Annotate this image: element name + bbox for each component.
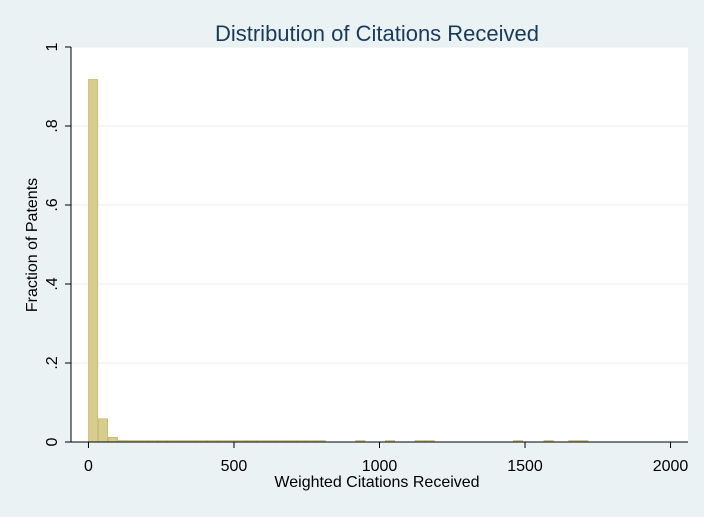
x-tick-label: 1000 — [362, 458, 398, 475]
histogram-bar — [108, 437, 117, 442]
y-tick-label: .6 — [44, 198, 61, 211]
y-tick-label: 0 — [44, 437, 61, 446]
histogram-bar — [98, 419, 107, 442]
histogram-bar — [88, 79, 97, 442]
plot-area — [71, 47, 688, 442]
chart-title: Distribution of Citations Received — [215, 21, 539, 46]
y-axis-label: Fraction of Patents — [24, 178, 41, 312]
y-tick-label: 1 — [44, 42, 61, 51]
x-axis-label: Weighted Citations Received — [274, 474, 479, 491]
y-tick-label: .2 — [44, 356, 61, 369]
x-tick-label: 1500 — [507, 458, 543, 475]
x-tick-label: 500 — [221, 458, 248, 475]
y-tick-label: .8 — [44, 119, 61, 132]
x-tick-label: 2000 — [653, 458, 689, 475]
x-tick-label: 0 — [84, 458, 93, 475]
y-tick-label: .4 — [44, 277, 61, 290]
